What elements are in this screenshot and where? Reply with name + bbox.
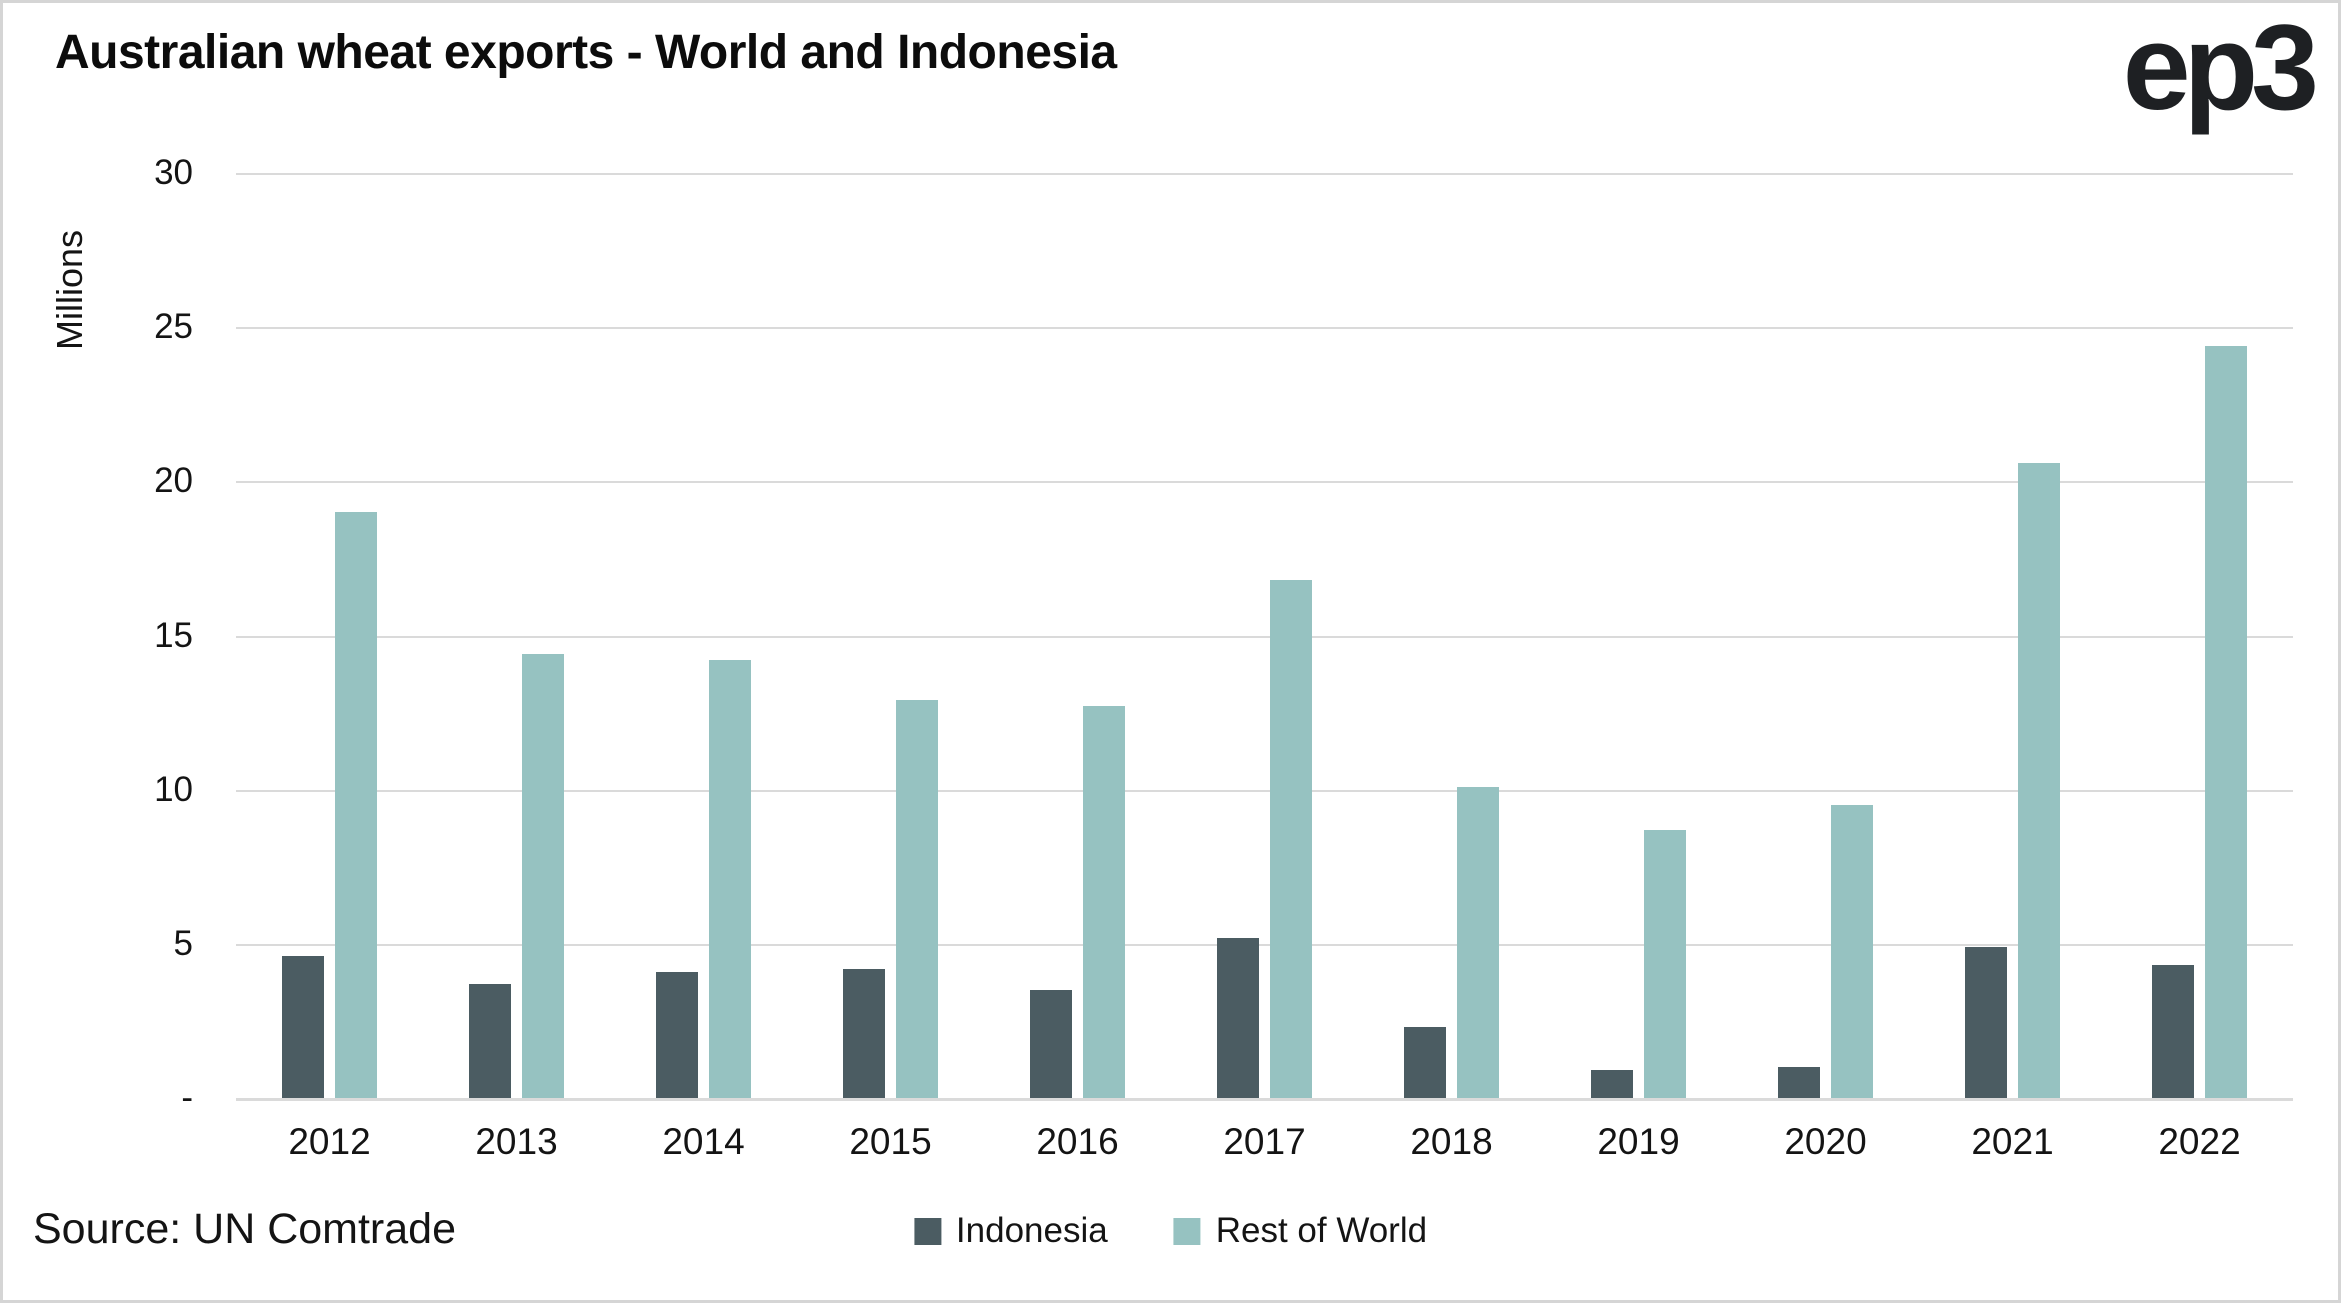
y-tick-label-0: - — [181, 1078, 193, 1117]
bar-rest-of-world-2013 — [522, 654, 564, 1098]
bar-rest-of-world-2015 — [896, 700, 938, 1098]
gridline-25 — [236, 327, 2293, 330]
bar-indonesia-2013 — [469, 983, 511, 1098]
legend-item-indonesia: Indonesia — [913, 1211, 1108, 1251]
bar-indonesia-2018 — [1404, 1027, 1446, 1098]
bar-rest-of-world-2018 — [1457, 786, 1499, 1098]
bar-indonesia-2019 — [1591, 1070, 1633, 1098]
y-tick-label-20: 20 — [154, 461, 193, 501]
legend-label: Rest of World — [1215, 1211, 1428, 1250]
x-axis-label-2019: 2019 — [1597, 1121, 1680, 1162]
legend-label: Indonesia — [955, 1211, 1108, 1250]
ep3-logo: ep3 — [2122, 0, 2319, 135]
chart-title: Australian wheat exports - World and Ind… — [55, 26, 1117, 79]
gridline-5 — [236, 943, 2293, 946]
y-tick-label-10: 10 — [154, 769, 193, 809]
gridline-10 — [236, 789, 2293, 792]
legend-swatch-rest-of-world — [1173, 1217, 1201, 1245]
legend: Indonesia Rest of World — [913, 1211, 1428, 1251]
y-tick-label-30: 30 — [154, 153, 193, 192]
gridline-30 — [236, 173, 2293, 175]
x-axis-label-2013: 2013 — [475, 1121, 558, 1162]
bar-rest-of-world-2012 — [335, 512, 377, 1098]
bar-indonesia-2014 — [656, 971, 698, 1098]
plot-area — [236, 173, 2293, 1101]
legend-item-rest-of-world: Rest of World — [1173, 1211, 1428, 1251]
x-axis-label-2016: 2016 — [1036, 1121, 1119, 1162]
bar-rest-of-world-2021 — [2018, 462, 2060, 1098]
bar-indonesia-2012 — [282, 956, 324, 1098]
bar-rest-of-world-2016 — [1083, 706, 1125, 1098]
x-axis-label-2018: 2018 — [1410, 1121, 1493, 1162]
y-tick-label-15: 15 — [154, 615, 193, 655]
x-axis-label-2017: 2017 — [1223, 1121, 1306, 1162]
x-axis-label-2014: 2014 — [662, 1121, 745, 1162]
bar-indonesia-2017 — [1217, 937, 1259, 1098]
y-tick-label-25: 25 — [154, 307, 193, 347]
bar-indonesia-2022 — [2152, 965, 2194, 1098]
bar-rest-of-world-2022 — [2205, 345, 2247, 1098]
bar-indonesia-2015 — [843, 968, 885, 1098]
bar-rest-of-world-2017 — [1270, 580, 1312, 1098]
x-axis-label-2020: 2020 — [1784, 1121, 1867, 1162]
bar-indonesia-2020 — [1778, 1067, 1820, 1098]
bar-rest-of-world-2019 — [1644, 829, 1686, 1098]
gridline-20 — [236, 481, 2293, 484]
bar-rest-of-world-2020 — [1831, 805, 1873, 1098]
x-axis-label-2022: 2022 — [2158, 1121, 2241, 1162]
legend-swatch-indonesia — [913, 1217, 941, 1245]
x-axis-label-2012: 2012 — [288, 1121, 371, 1162]
x-axis-label-2021: 2021 — [1971, 1121, 2054, 1162]
bar-rest-of-world-2014 — [709, 660, 751, 1098]
source-note: Source: UN Comtrade — [33, 1205, 456, 1253]
bar-indonesia-2016 — [1030, 990, 1072, 1098]
gridline-15 — [236, 635, 2293, 638]
gridline-0 — [236, 1098, 2293, 1101]
bar-indonesia-2021 — [1965, 946, 2007, 1098]
y-tick-label-5: 5 — [173, 923, 193, 963]
x-axis-label-2015: 2015 — [849, 1121, 932, 1162]
